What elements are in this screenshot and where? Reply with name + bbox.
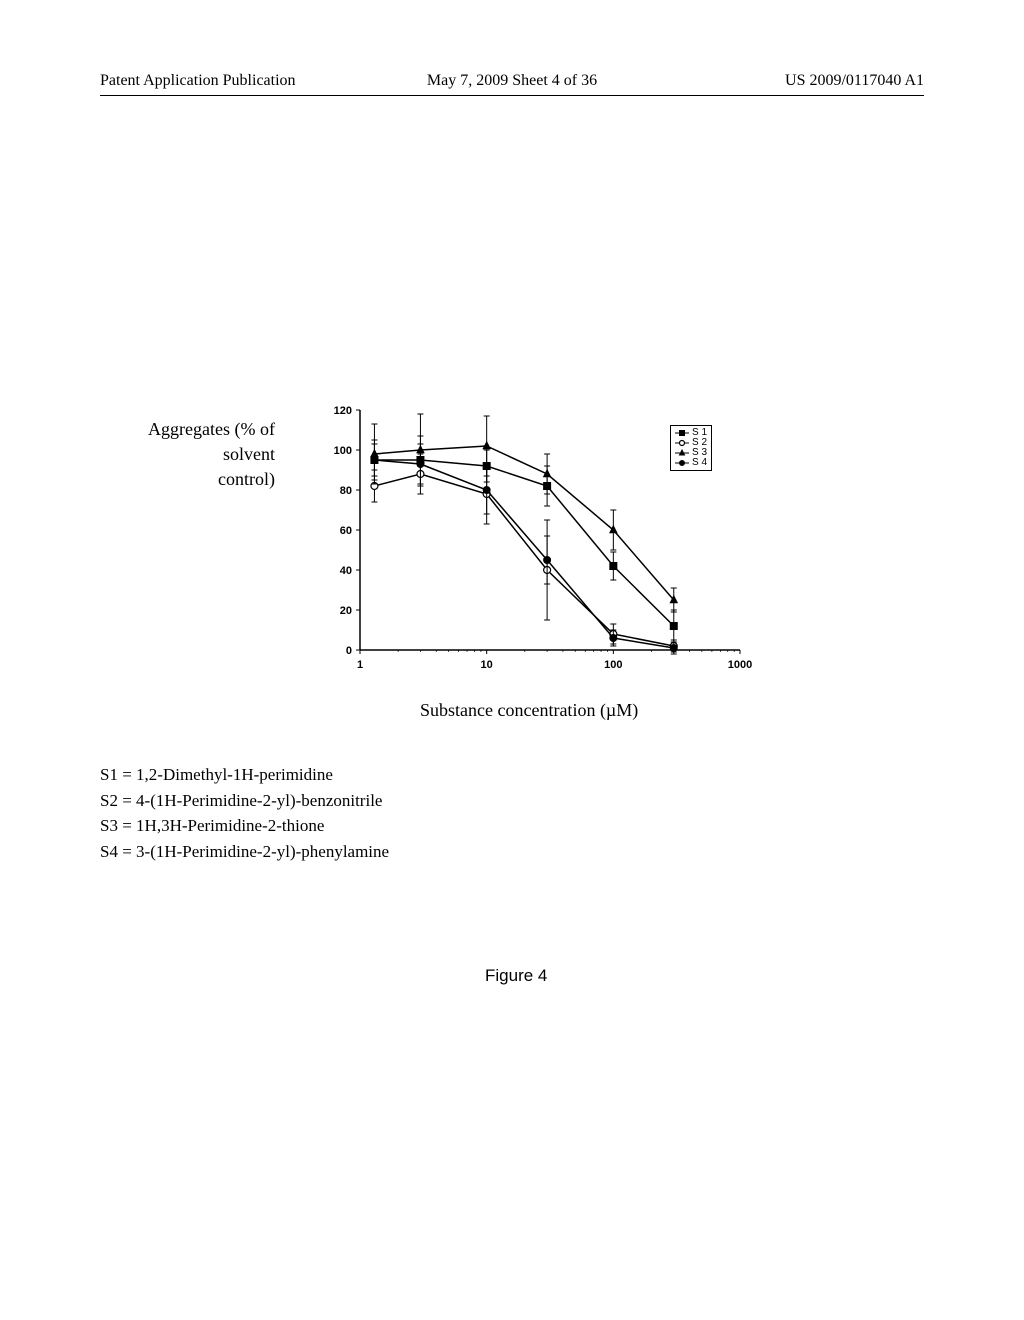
svg-text:60: 60 <box>340 525 352 537</box>
svg-text:0: 0 <box>346 645 352 657</box>
header-center: May 7, 2009 Sheet 4 of 36 <box>427 72 597 90</box>
y-axis-label-line2: solvent <box>100 442 275 467</box>
header-divider <box>100 95 924 96</box>
header-left: Patent Application Publication <box>100 72 296 90</box>
legend-marker-icon <box>675 459 689 467</box>
legend-marker-icon <box>675 439 689 447</box>
svg-text:1: 1 <box>357 659 363 671</box>
legend-item-label: S 4 <box>692 458 707 468</box>
svg-text:10: 10 <box>481 659 493 671</box>
svg-text:120: 120 <box>334 405 352 417</box>
svg-text:100: 100 <box>604 659 622 671</box>
svg-text:20: 20 <box>340 605 352 617</box>
y-axis-label: Aggregates (% of solvent control) <box>100 417 275 493</box>
legend-def-s4: S4 = 3-(1H-Perimidine-2-yl)-phenylamine <box>100 839 389 865</box>
chart-legend-box: S 1S 2S 3S 4 <box>670 425 712 471</box>
x-axis-label: Substance concentration (µM) <box>420 700 638 721</box>
legend-def-s3: S3 = 1H,3H-Perimidine-2-thione <box>100 813 389 839</box>
y-axis-label-line3: control) <box>100 467 275 492</box>
y-axis-label-line1: Aggregates (% of <box>100 417 275 442</box>
page-header: Patent Application Publication May 7, 20… <box>0 72 1024 90</box>
legend-marker-icon <box>675 449 689 457</box>
legend-item-3: S 4 <box>675 458 707 468</box>
figure-label: Figure 4 <box>485 966 547 986</box>
svg-text:100: 100 <box>334 445 352 457</box>
svg-text:80: 80 <box>340 485 352 497</box>
legend-def-s2: S2 = 4-(1H-Perimidine-2-yl)-benzonitrile <box>100 788 389 814</box>
legend-marker-icon <box>675 429 689 437</box>
legend-definitions: S1 = 1,2-Dimethyl-1H-perimidine S2 = 4-(… <box>100 762 389 864</box>
legend-def-s1: S1 = 1,2-Dimethyl-1H-perimidine <box>100 762 389 788</box>
svg-text:40: 40 <box>340 565 352 577</box>
svg-text:1000: 1000 <box>728 659 752 671</box>
header-right: US 2009/0117040 A1 <box>785 72 924 90</box>
